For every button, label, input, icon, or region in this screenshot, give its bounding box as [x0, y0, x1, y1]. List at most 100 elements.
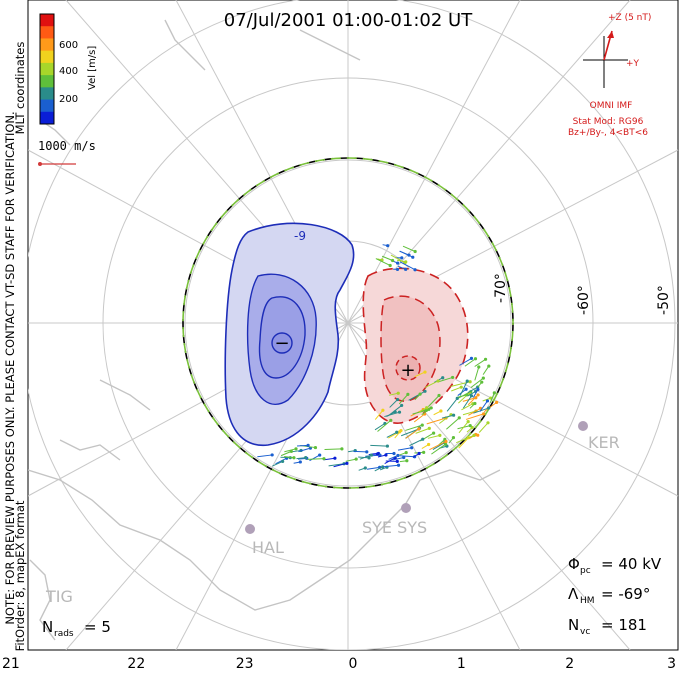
velocity-vector [426, 417, 447, 425]
velocity-vector [399, 261, 416, 271]
velocity-vector [377, 419, 392, 432]
velocity-vector [383, 464, 399, 468]
svg-text:N: N [42, 618, 53, 636]
velocity-vector-origin [313, 445, 318, 450]
velocity-vector [429, 440, 447, 451]
velocity-vector-origin [365, 450, 369, 454]
velocity-vector [479, 400, 488, 412]
imf-plus-y: +Y [626, 59, 640, 69]
velocity-vector-origin [477, 365, 481, 369]
velocity-vector-origin [413, 268, 417, 272]
velocity-vector-origin [369, 453, 374, 457]
velocity-vector-origin [400, 256, 404, 260]
velocity-vector [324, 448, 342, 450]
velocity-vector [464, 358, 476, 367]
velocity-vector [381, 255, 393, 261]
contour-label: -9 [294, 229, 306, 243]
velocity-vector-origin [384, 453, 388, 457]
imf-stat-mod: Stat Mod: RG96 [573, 117, 644, 127]
velocity-vector-origin [418, 392, 422, 396]
velocity-vector [413, 413, 425, 423]
velocity-vector [298, 447, 311, 453]
velocity-vector-origin [395, 459, 399, 464]
velocity-vector-origin [495, 400, 499, 404]
velocity-vector [328, 463, 345, 467]
velocity-vector-origin [481, 376, 485, 380]
colorbar-segment [40, 62, 54, 76]
velocity-vector [323, 457, 335, 461]
velocity-vector-origin [451, 436, 456, 440]
velocity-colorbar [39, 13, 55, 125]
velocity-vector-origin [375, 452, 380, 456]
velocity-vector-origin [465, 393, 469, 397]
velocity-vector-origin [367, 456, 371, 460]
velocity-vector-origin [487, 364, 491, 368]
velocity-vector [374, 409, 384, 420]
mlt-tick-label: 21 [2, 656, 20, 672]
velocity-vector [478, 422, 489, 433]
velocity-vector [370, 444, 388, 447]
colorbar-segment [40, 26, 54, 39]
velocity-vector-origin [413, 249, 417, 254]
velocity-vector-origin [292, 456, 296, 460]
velocity-vector-origin [420, 423, 424, 427]
velocity-vector-origin [381, 408, 385, 412]
station-tig: TIG [45, 587, 73, 606]
vector-scale-dot [38, 162, 42, 166]
velocity-vector-origin [492, 391, 496, 395]
velocity-vector [297, 444, 309, 447]
velocity-vector-origin [385, 444, 389, 448]
velocity-vector [456, 434, 475, 444]
velocity-vector [431, 443, 446, 455]
hm-boundary-green [182, 157, 514, 489]
velocity-vector-origin [281, 459, 285, 464]
positive-cell-center [395, 355, 421, 381]
stat-nrads: N rads = 5 [42, 618, 111, 639]
velocity-vector-origin [437, 393, 441, 398]
velocity-vector-origin [333, 456, 337, 460]
velocity-vector-origin [469, 394, 474, 398]
velocity-vector-origin [354, 457, 358, 461]
velocity-vector-origin [389, 418, 393, 422]
velocity-vector [470, 377, 484, 389]
velocity-vector [461, 403, 474, 411]
velocity-vector [399, 250, 410, 256]
velocity-vector-origin [459, 385, 463, 389]
velocity-vector-origin [304, 456, 308, 460]
colorbar-segment [40, 50, 54, 64]
velocity-vector [284, 448, 297, 453]
velocity-vector-origin [270, 453, 274, 457]
mlt-tick-label: 22 [127, 656, 145, 672]
velocity-vector-origin [345, 461, 349, 465]
velocity-vector-origin [386, 244, 390, 248]
velocity-vector-origin [406, 392, 410, 396]
velocity-vector [458, 421, 469, 434]
velocity-vector [345, 458, 357, 462]
colorbar-tick: 200 [59, 94, 78, 105]
colorbar-segment [40, 99, 54, 113]
velocity-vector-origin [381, 465, 385, 469]
velocity-vector [389, 399, 398, 408]
velocity-vector [405, 428, 420, 439]
velocity-vector [483, 401, 497, 413]
velocity-vector-origin [487, 406, 491, 410]
velocity-vector [309, 454, 320, 462]
potential-min-symbol: − [274, 333, 289, 354]
velocity-vector-origin [468, 380, 472, 384]
velocity-vector [468, 407, 481, 416]
velocity-vector-origin [481, 412, 486, 416]
velocity-vector [405, 424, 423, 431]
velocity-vector-origin [396, 391, 400, 395]
velocity-vector-origin [421, 437, 425, 441]
colorbar-segment [40, 14, 54, 27]
svg-text:Λ: Λ [568, 585, 579, 603]
mlt-axis: 21 22 23 0 1 2 3 [2, 656, 676, 672]
velocity-vector-origin [390, 258, 395, 263]
velocity-vector [359, 454, 372, 460]
velocity-vector [458, 437, 469, 449]
potential-max-symbol: + [400, 360, 415, 381]
velocity-vector-origin [465, 379, 469, 383]
velocity-vector-origin [423, 370, 427, 374]
velocity-vector-origin [472, 433, 476, 437]
